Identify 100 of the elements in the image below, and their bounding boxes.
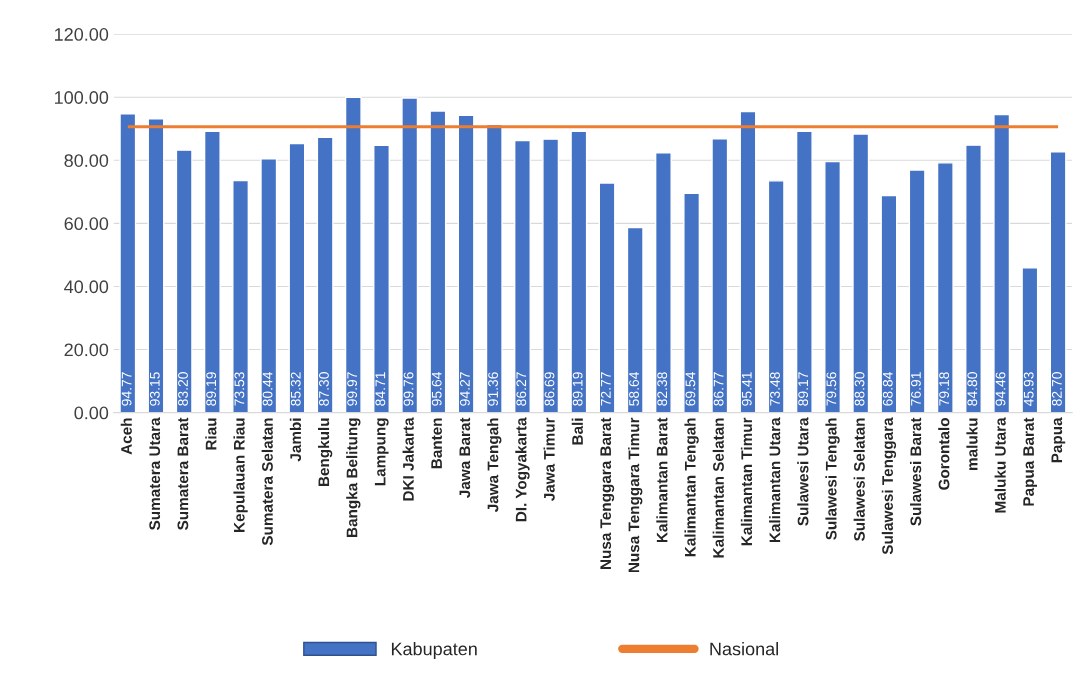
data-label: 95.41 [741, 372, 752, 406]
x-tick-label: Sulawesi Tengah [825, 418, 840, 540]
data-label: 82.38 [657, 372, 668, 406]
bar [457, 114, 475, 413]
x-tick-label: Maluku Utara [994, 417, 1006, 513]
bar [175, 149, 193, 413]
bar [908, 169, 926, 413]
bar [993, 113, 1011, 413]
y-tick-label: 20.00 [64, 343, 109, 357]
x-tick-label: Lampung [374, 418, 389, 486]
bar [711, 138, 729, 413]
bar [429, 110, 447, 413]
data-label: 99.76 [403, 372, 414, 406]
data-label: 89.19 [572, 372, 583, 406]
y-tick-label: 100.00 [55, 91, 109, 104]
bar [1049, 151, 1067, 413]
data-label: 86.77 [713, 372, 724, 406]
data-label: 79.56 [826, 372, 837, 406]
data-label: 86.69 [544, 372, 555, 406]
x-tick-label: Sulawesi Tenggara [881, 417, 897, 555]
x-tick-label: Jawa Tengah [487, 418, 502, 513]
bar [288, 142, 306, 413]
x-tick-label: Nusa Tenggara Barat [600, 417, 615, 569]
bar [598, 182, 616, 413]
bar [147, 118, 165, 413]
x-tick-label: Papua [1051, 417, 1066, 463]
x-tick-label: Nusa Tenggara Timur [628, 417, 643, 573]
x-tick-label: Sumatera Selatan [261, 418, 273, 546]
bar [485, 123, 503, 413]
bar [936, 162, 954, 413]
data-label: 89.17 [798, 372, 809, 406]
bar [852, 133, 870, 413]
data-label: 88.30 [854, 372, 865, 406]
data-label: 95.64 [431, 371, 442, 406]
x-tick-label: Kepulauan Riau [233, 418, 248, 532]
legend-label: Kabupaten [391, 642, 477, 659]
x-tick-label: DKI Jakarta [402, 417, 414, 501]
x-tick-label: Gorontalo [938, 418, 950, 490]
bar [232, 179, 250, 413]
data-label: 45.93 [1023, 372, 1034, 406]
data-label: 84.71 [375, 372, 386, 406]
x-tick-label: Jambi [289, 418, 302, 462]
x-tick-label: DI. Yogyakarta [515, 417, 530, 522]
x-tick-label: Kalimantan Barat [656, 417, 668, 543]
x-tick-label: Bengkulu [317, 418, 333, 487]
bar [824, 160, 842, 413]
x-tick-label: Kalimantan Utara [769, 417, 781, 543]
data-label: 99.97 [347, 372, 358, 406]
x-tick-label: Sumatera Barat [177, 417, 189, 530]
bar [654, 152, 672, 413]
x-tick-label: Kalimantan Timur [740, 417, 753, 546]
bar [514, 139, 531, 413]
data-label: 83.20 [178, 372, 188, 406]
data-label: 84.80 [967, 372, 978, 406]
data-label: 86.27 [516, 372, 527, 406]
bar [795, 130, 813, 413]
x-tick-label: Sumatera Utara [149, 417, 161, 530]
bar [260, 158, 278, 413]
bar [344, 96, 362, 413]
data-label: 94.27 [459, 372, 470, 406]
y-tick-label: 60.00 [64, 217, 109, 231]
bar [373, 144, 390, 413]
y-tick-label: 40.00 [64, 280, 109, 294]
x-tick-label: Papua Barat [1023, 417, 1038, 506]
data-label: 94.46 [995, 372, 1006, 406]
data-label: 58.64 [629, 371, 639, 406]
x-tick-label: Kalimantan Selatan [712, 418, 724, 558]
data-label: 73.48 [770, 372, 780, 406]
data-label: 82.70 [1051, 372, 1062, 406]
x-tick-label: Jawa Timur [543, 417, 555, 502]
x-tick-label: Banten [431, 418, 442, 469]
data-label: 68.84 [882, 371, 893, 406]
legend-label: Nasional [710, 642, 778, 656]
data-label: 89.19 [206, 372, 217, 406]
x-tick-label: Aceh [120, 418, 132, 455]
x-tick-label: Jawa Barat [459, 417, 471, 498]
data-label: 87.30 [319, 372, 329, 406]
x-tick-label: Bangka Belitung [346, 418, 361, 537]
x-tick-label: maluku [966, 418, 978, 470]
bar [570, 130, 588, 413]
x-tick-label: Riau [205, 418, 217, 450]
bar [626, 226, 644, 413]
bar [401, 97, 419, 413]
y-tick-label: 0.00 [74, 406, 109, 420]
data-label: 93.15 [149, 372, 160, 406]
bar [965, 144, 982, 413]
data-label: 85.32 [290, 372, 301, 406]
data-label: 72.77 [600, 372, 611, 406]
x-tick-label: Sulawesi Utara [797, 417, 809, 526]
data-label: 80.44 [262, 371, 273, 406]
x-tick-label: Kalimantan Tengah [684, 418, 699, 557]
bar [739, 110, 757, 413]
bar [880, 194, 898, 413]
data-label: 91.36 [488, 372, 499, 406]
data-label: 79.18 [939, 372, 950, 406]
bar [203, 130, 221, 413]
bar [119, 112, 137, 413]
bar [542, 138, 560, 413]
data-label: 69.54 [685, 371, 696, 406]
x-tick-label: Bali [571, 418, 583, 445]
